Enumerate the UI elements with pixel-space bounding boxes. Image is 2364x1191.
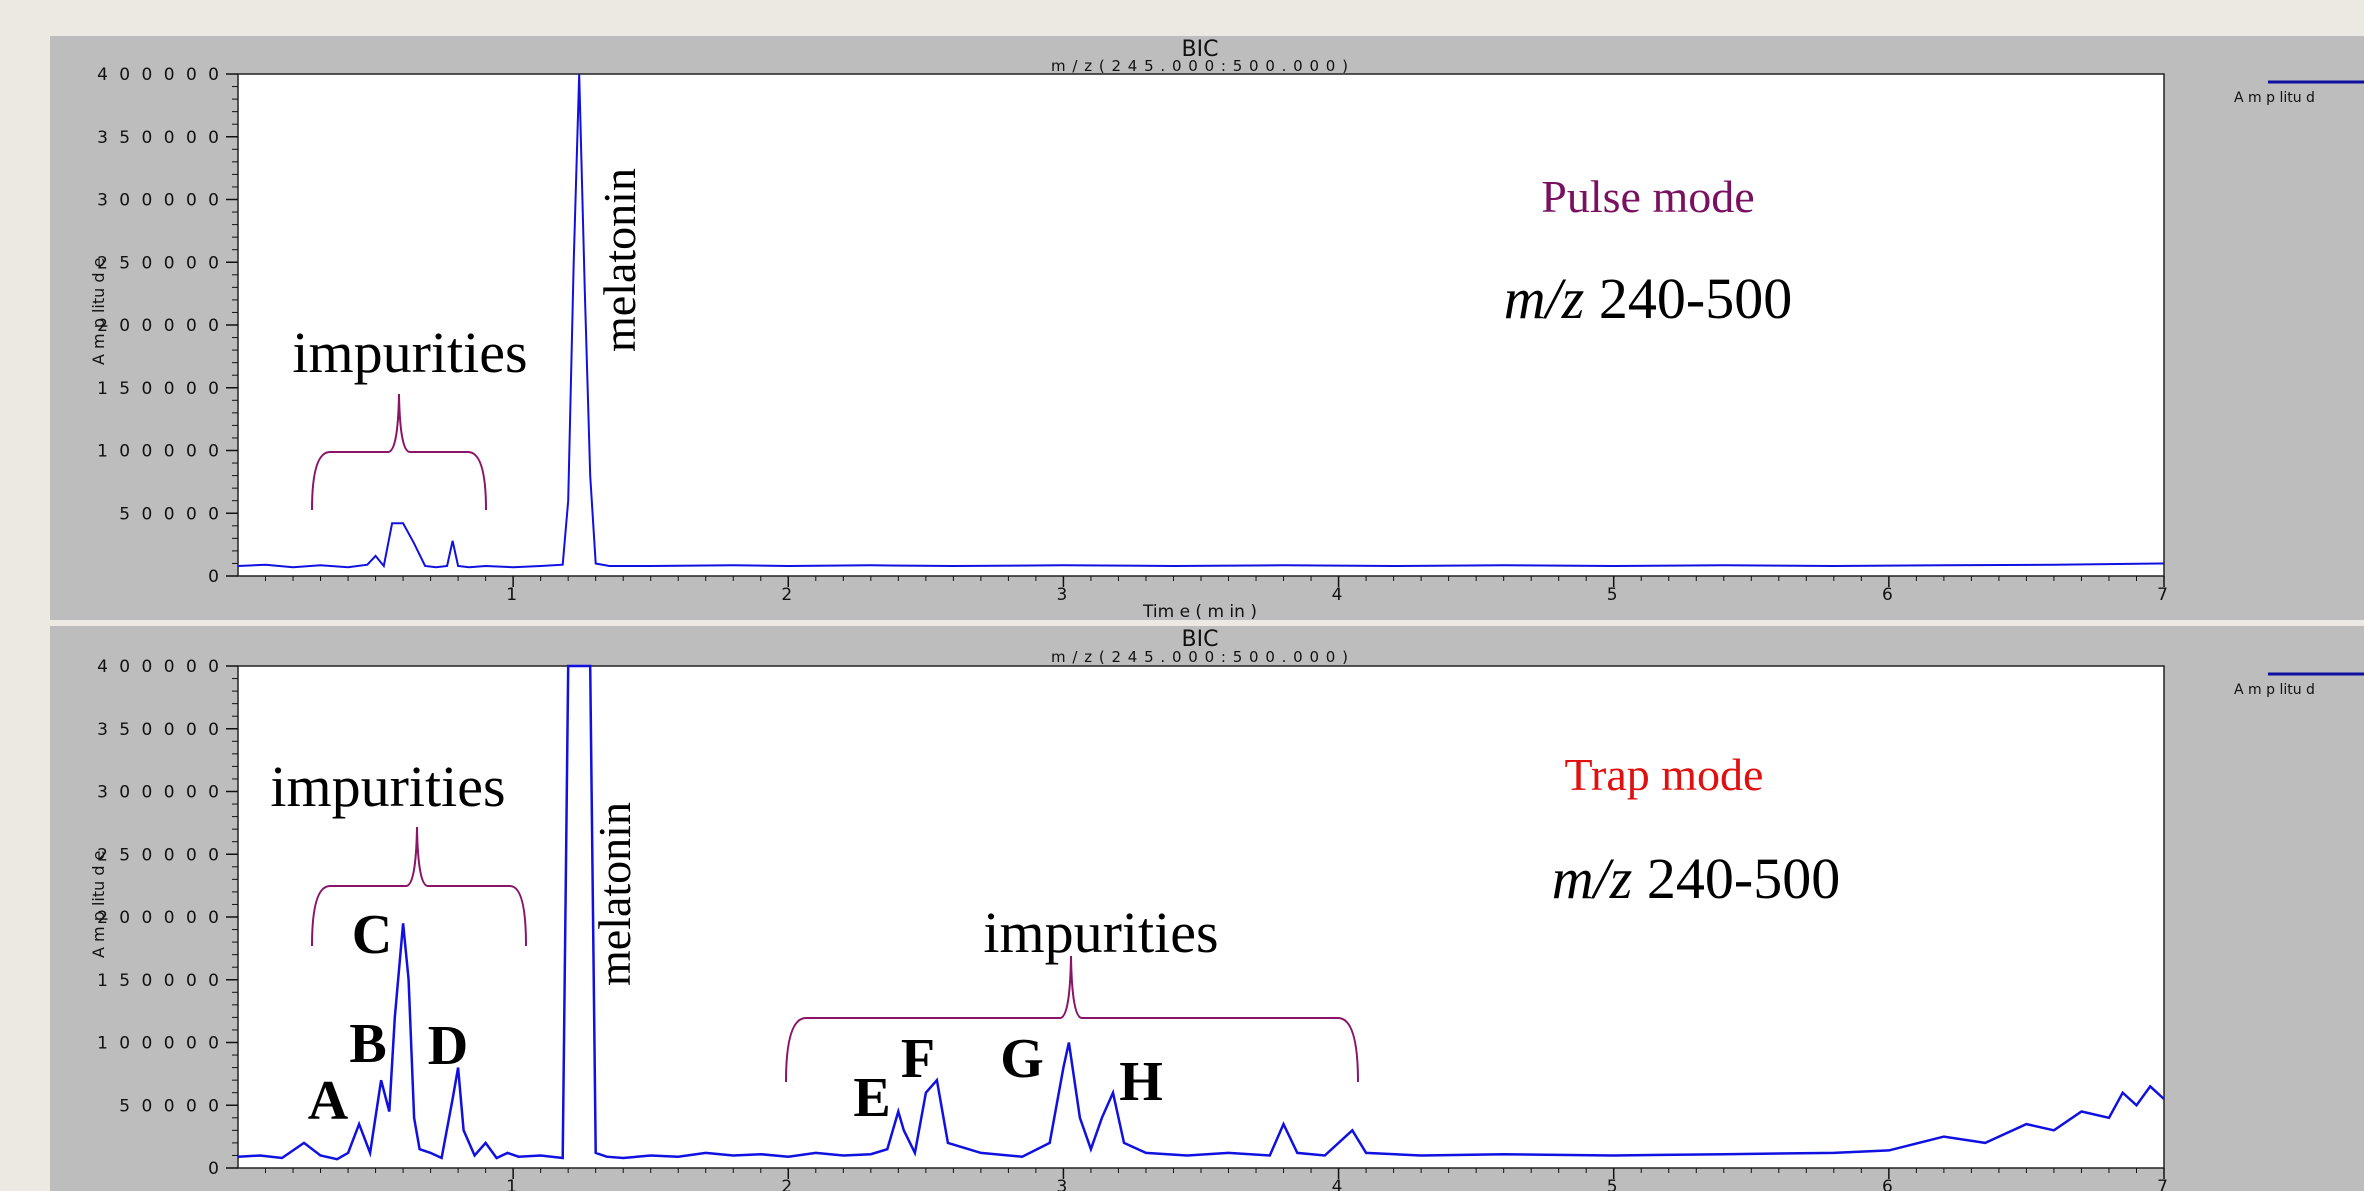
bottom-plot-area — [237, 665, 2165, 1169]
top-y-tick-label: 5 0 0 0 0 — [119, 504, 222, 524]
top-axes: 0 5 0 0 0 0 1 0 0 0 0 0 1 5 0 0 0 0 2 0 0 0 … — [97, 65, 2171, 605]
peak-label-f: F — [901, 1028, 935, 1090]
top-impurities-brace — [311, 393, 487, 511]
bottom-y-tick-label: 3 0 0 0 0 0 — [97, 783, 222, 803]
bottom-mz-range-label: m/z 240-500 — [1552, 846, 1840, 911]
bottom-series-line — [237, 664, 2165, 1161]
top-x-tick-label: 5 — [1607, 585, 1621, 605]
top-y-tick-label: 3 0 0 0 0 0 — [97, 191, 222, 211]
top-x-tick-label: 2 — [781, 585, 795, 605]
bottom-y-tick-label: 4 0 0 0 0 0 — [97, 657, 222, 677]
top-y-tick-label: 0 — [208, 567, 222, 587]
top-mz-range-label: m/z 240-500 — [1504, 266, 1792, 331]
top-annotations: impurities melatonin Pulse mode m/z 240-… — [292, 168, 1792, 511]
top-y-tick-label: 1 0 0 0 0 0 — [97, 442, 222, 462]
top-x-tick-label: 3 — [1057, 585, 1071, 605]
top-impurities-label: impurities — [292, 320, 527, 385]
bottom-x-tick-label: 6 — [1882, 1177, 1896, 1191]
bottom-y-tick-label: 0 — [208, 1159, 222, 1179]
peak-label-a: A — [308, 1070, 349, 1132]
bottom-x-tick-label: 3 — [1057, 1177, 1071, 1191]
bottom-legend-label: A m p litu d — [2234, 682, 2315, 698]
peak-label-c: C — [352, 904, 392, 966]
top-x-tick-label: 1 — [506, 585, 520, 605]
bottom-panel: BIC m / z ( 2 4 5 . 0 0 0 : 5 0 0 . 0 0 … — [50, 626, 2364, 1191]
peak-label-d: D — [428, 1015, 468, 1077]
bottom-annotations: impurities impurities melatonin Trap mod… — [270, 749, 1840, 1132]
bottom-x-tick-label: 4 — [1332, 1177, 1346, 1191]
top-series-line — [237, 73, 2165, 569]
bottom-impurities-label-right: impurities — [983, 900, 1218, 965]
pulse-mode-label: Pulse mode — [1541, 171, 1754, 222]
top-y-tick-label: 1 5 0 0 0 0 — [97, 379, 222, 399]
bottom-y-tick-label: 3 5 0 0 0 0 — [97, 720, 222, 740]
bottom-y-axis-label: A m p litu d e — [89, 851, 108, 958]
bottom-x-tick-label: 7 — [2157, 1177, 2171, 1191]
top-chart-title: BIC — [1182, 37, 1219, 62]
trap-mode-label: Trap mode — [1565, 749, 1764, 800]
top-x-tick-label: 6 — [1882, 585, 1896, 605]
peak-label-h: H — [1119, 1051, 1163, 1113]
top-x-axis-label: Tim e ( m in ) — [1142, 602, 1257, 622]
bottom-x-tick-label: 2 — [781, 1177, 795, 1191]
bottom-impurities-brace-left — [311, 826, 527, 947]
top-y-axis-label: A m p litu d e — [89, 258, 108, 365]
bottom-chart-title: BIC — [1182, 627, 1219, 652]
bottom-impurities-brace-right — [785, 955, 1359, 1083]
top-chart-subtitle: m / z ( 2 4 5 . 0 0 0 : 5 0 0 . 0 0 0 ) — [1051, 57, 1349, 75]
bottom-x-tick-label: 1 — [506, 1177, 520, 1191]
bottom-axes: 0 5 0 0 0 0 1 0 0 0 0 0 1 5 0 0 0 0 2 0 0 0 … — [97, 657, 2171, 1191]
top-melatonin-label: melatonin — [594, 168, 645, 352]
bottom-melatonin-label: melatonin — [589, 802, 640, 986]
bottom-chart-subtitle: m / z ( 2 4 5 . 0 0 0 : 5 0 0 . 0 0 0 ) — [1051, 648, 1349, 666]
top-x-tick-label: 4 — [1332, 585, 1346, 605]
bottom-impurities-label-left: impurities — [270, 754, 505, 819]
bottom-y-tick-label: 2 5 0 0 0 0 — [97, 845, 222, 865]
top-plot-area — [237, 73, 2165, 577]
peak-label-e: E — [853, 1067, 890, 1129]
top-x-tick-label: 7 — [2157, 585, 2171, 605]
bottom-y-tick-label: 1 0 0 0 0 0 — [97, 1034, 222, 1054]
bottom-y-tick-label: 2 0 0 0 0 0 — [97, 908, 222, 928]
top-y-tick-label: 2 0 0 0 0 0 — [97, 316, 222, 336]
bottom-y-tick-label: 1 5 0 0 0 0 — [97, 971, 222, 991]
top-y-tick-label: 2 5 0 0 0 0 — [97, 253, 222, 273]
top-y-tick-label: 4 0 0 0 0 0 — [97, 65, 222, 85]
bottom-x-tick-label: 5 — [1607, 1177, 1621, 1191]
top-panel: BIC m / z ( 2 4 5 . 0 0 0 : 5 0 0 . 0 0 … — [50, 36, 2364, 622]
top-legend-label: A m p litu d — [2234, 90, 2315, 106]
top-y-tick-label: 3 5 0 0 0 0 — [97, 128, 222, 148]
peak-label-g: G — [1000, 1028, 1044, 1090]
peak-label-b: B — [349, 1013, 386, 1075]
bottom-y-tick-label: 5 0 0 0 0 — [119, 1096, 222, 1116]
